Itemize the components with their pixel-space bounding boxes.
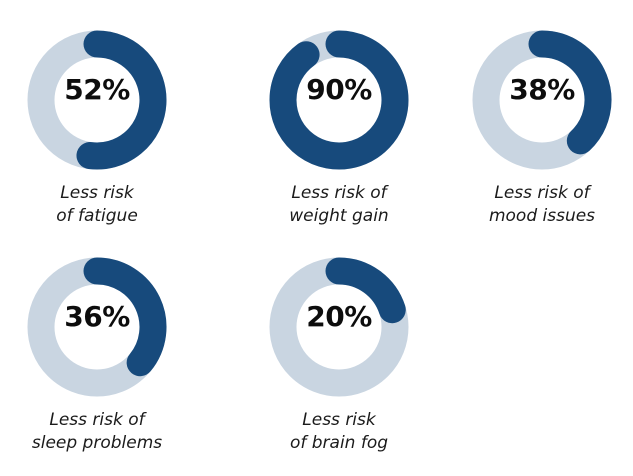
percent-value: 52% bbox=[64, 73, 130, 106]
label-line: Less risk of bbox=[494, 183, 590, 203]
label-line: sleep problems bbox=[31, 433, 163, 453]
percent-value: 20% bbox=[306, 300, 372, 333]
donut-chart-sleep-problems bbox=[27, 257, 167, 397]
label-line: Less risk of bbox=[49, 410, 145, 430]
donut-arc bbox=[83, 257, 167, 377]
label-line: mood issues bbox=[488, 206, 596, 226]
donut-arc bbox=[325, 257, 406, 324]
label-line: Less risk of bbox=[291, 183, 387, 203]
label-line: weight gain bbox=[289, 206, 389, 226]
donut-chart-mood-issues bbox=[472, 30, 612, 170]
donut-chart-brain-fog bbox=[269, 257, 409, 397]
stat-label: Less risk of weight gain bbox=[244, 182, 434, 228]
donut-arc bbox=[269, 30, 409, 170]
donut-arc bbox=[76, 30, 167, 170]
donut-chart-weight-gain bbox=[269, 30, 409, 170]
label-line: Less risk bbox=[60, 183, 134, 203]
stat-label: Less risk of brain fog bbox=[244, 409, 434, 455]
percent-value: 38% bbox=[509, 73, 575, 106]
percent-value: 90% bbox=[306, 73, 372, 106]
stat-label: Less risk of fatigue bbox=[2, 182, 192, 228]
stat-label: Less risk of sleep problems bbox=[2, 409, 192, 455]
label-line: of brain fog bbox=[289, 433, 389, 453]
donut-chart-fatigue bbox=[27, 30, 167, 170]
stat-label: Less risk of mood issues bbox=[447, 182, 633, 228]
donut-arc bbox=[528, 30, 612, 155]
percent-value: 36% bbox=[64, 300, 130, 333]
label-line: of fatigue bbox=[56, 206, 138, 226]
label-line: Less risk bbox=[302, 410, 376, 430]
